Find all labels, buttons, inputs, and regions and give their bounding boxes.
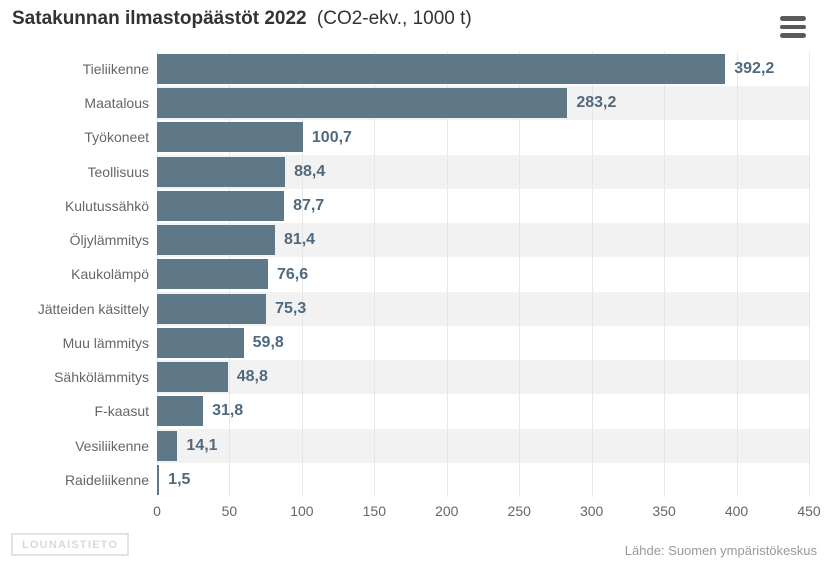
- x-tick-label: 400: [724, 503, 749, 519]
- lounaistieto-logo: LOUNAISTIETO: [11, 533, 130, 556]
- plot-area: 392,2 283,2 100,7 88,4 87,7 81,4 76,6 75,3 59,8 4…: [157, 52, 810, 497]
- chart-title-text: Satakunnan ilmastopäästöt 2022: [12, 8, 307, 29]
- x-tick-label: 300: [579, 503, 604, 519]
- bar-value-label: 31,8: [212, 402, 244, 420]
- category-label: Muu lämmitys: [62, 334, 149, 351]
- gridline: [302, 52, 303, 497]
- bar-value-label: 87,7: [293, 197, 325, 215]
- category-label: Kulutussähkö: [64, 197, 149, 214]
- category-label: Työkoneet: [84, 129, 149, 146]
- x-tick-label: 0: [153, 503, 161, 519]
- x-tick-label: 450: [797, 503, 821, 519]
- chart-subtitle-text: (CO2-ekv., 1000 t): [316, 8, 472, 29]
- category-label: Sähkölämmitys: [54, 369, 149, 386]
- category-axis: Tieliikenne Maatalous Työkoneet Teollisuus K…: [0, 52, 149, 497]
- x-tick-label: 50: [221, 503, 238, 519]
- bar-value-label: 81,4: [283, 231, 316, 249]
- value-axis: 0 50 100 150 200 250 300 350 400 450: [153, 503, 829, 523]
- bar[interactable]: [157, 293, 267, 324]
- category-label: Teollisuus: [87, 163, 149, 180]
- bar-value-label: 283,2: [576, 94, 617, 112]
- category-label: Raideliikenne: [64, 471, 149, 488]
- gridline: [374, 52, 375, 497]
- category-label: Jätteiden käsittely: [37, 300, 149, 317]
- category-label: Öljylämmitys: [69, 232, 149, 249]
- bar-value-label: 59,8: [252, 333, 284, 351]
- hamburger-icon: [780, 16, 806, 38]
- hamburger-bar: [780, 33, 806, 38]
- category-label: Kaukolämpö: [71, 266, 149, 283]
- category-label: Maatalous: [84, 95, 149, 112]
- bar-value-label: 75,3: [275, 299, 307, 317]
- row-band: [157, 428, 809, 463]
- bar[interactable]: [157, 156, 286, 187]
- bar[interactable]: [157, 190, 285, 221]
- x-tick-label: 350: [652, 503, 676, 519]
- bar[interactable]: [157, 396, 204, 427]
- hamburger-bar: [780, 24, 806, 30]
- gridline: [592, 52, 593, 497]
- export-menu-button[interactable]: [778, 14, 808, 40]
- x-tick-label: 150: [362, 503, 386, 519]
- bar-value-label: 14,1: [186, 436, 218, 454]
- hamburger-bar: [780, 16, 806, 21]
- bar-value-label: 76,6: [276, 265, 309, 283]
- bar-value-label: 392,2: [734, 60, 775, 78]
- gridline: [809, 52, 810, 497]
- x-tick-label: 250: [507, 503, 531, 519]
- bar[interactable]: [157, 225, 275, 256]
- gridline: [447, 52, 448, 497]
- chart-title: Satakunnan ilmastopäästöt 2022 (CO2-ekv.…: [12, 8, 472, 30]
- category-label: F-kaasut: [94, 403, 149, 420]
- source-credits: Lähde: Suomen ympäristökeskus: [624, 543, 817, 558]
- category-label: Tieliikenne: [82, 61, 149, 77]
- bar[interactable]: [157, 259, 268, 290]
- bar-value-label: 100,7: [311, 128, 352, 146]
- gridline: [737, 52, 738, 497]
- bar[interactable]: [157, 122, 303, 153]
- bar[interactable]: [157, 54, 726, 85]
- gridline: [519, 52, 520, 497]
- bar[interactable]: [157, 464, 160, 495]
- row-band: [157, 360, 809, 395]
- bar-value-label: 88,4: [294, 162, 326, 180]
- bar-value-label: 1,5: [168, 470, 191, 488]
- bar[interactable]: [157, 362, 228, 393]
- bar-value-label: 48,8: [236, 368, 268, 386]
- bar[interactable]: [157, 88, 568, 119]
- x-tick-label: 100: [290, 503, 314, 519]
- bar[interactable]: [157, 327, 244, 358]
- x-tick-label: 200: [435, 503, 459, 519]
- category-label: Vesiliikenne: [75, 437, 149, 454]
- bar[interactable]: [157, 430, 178, 461]
- gridline: [664, 52, 665, 497]
